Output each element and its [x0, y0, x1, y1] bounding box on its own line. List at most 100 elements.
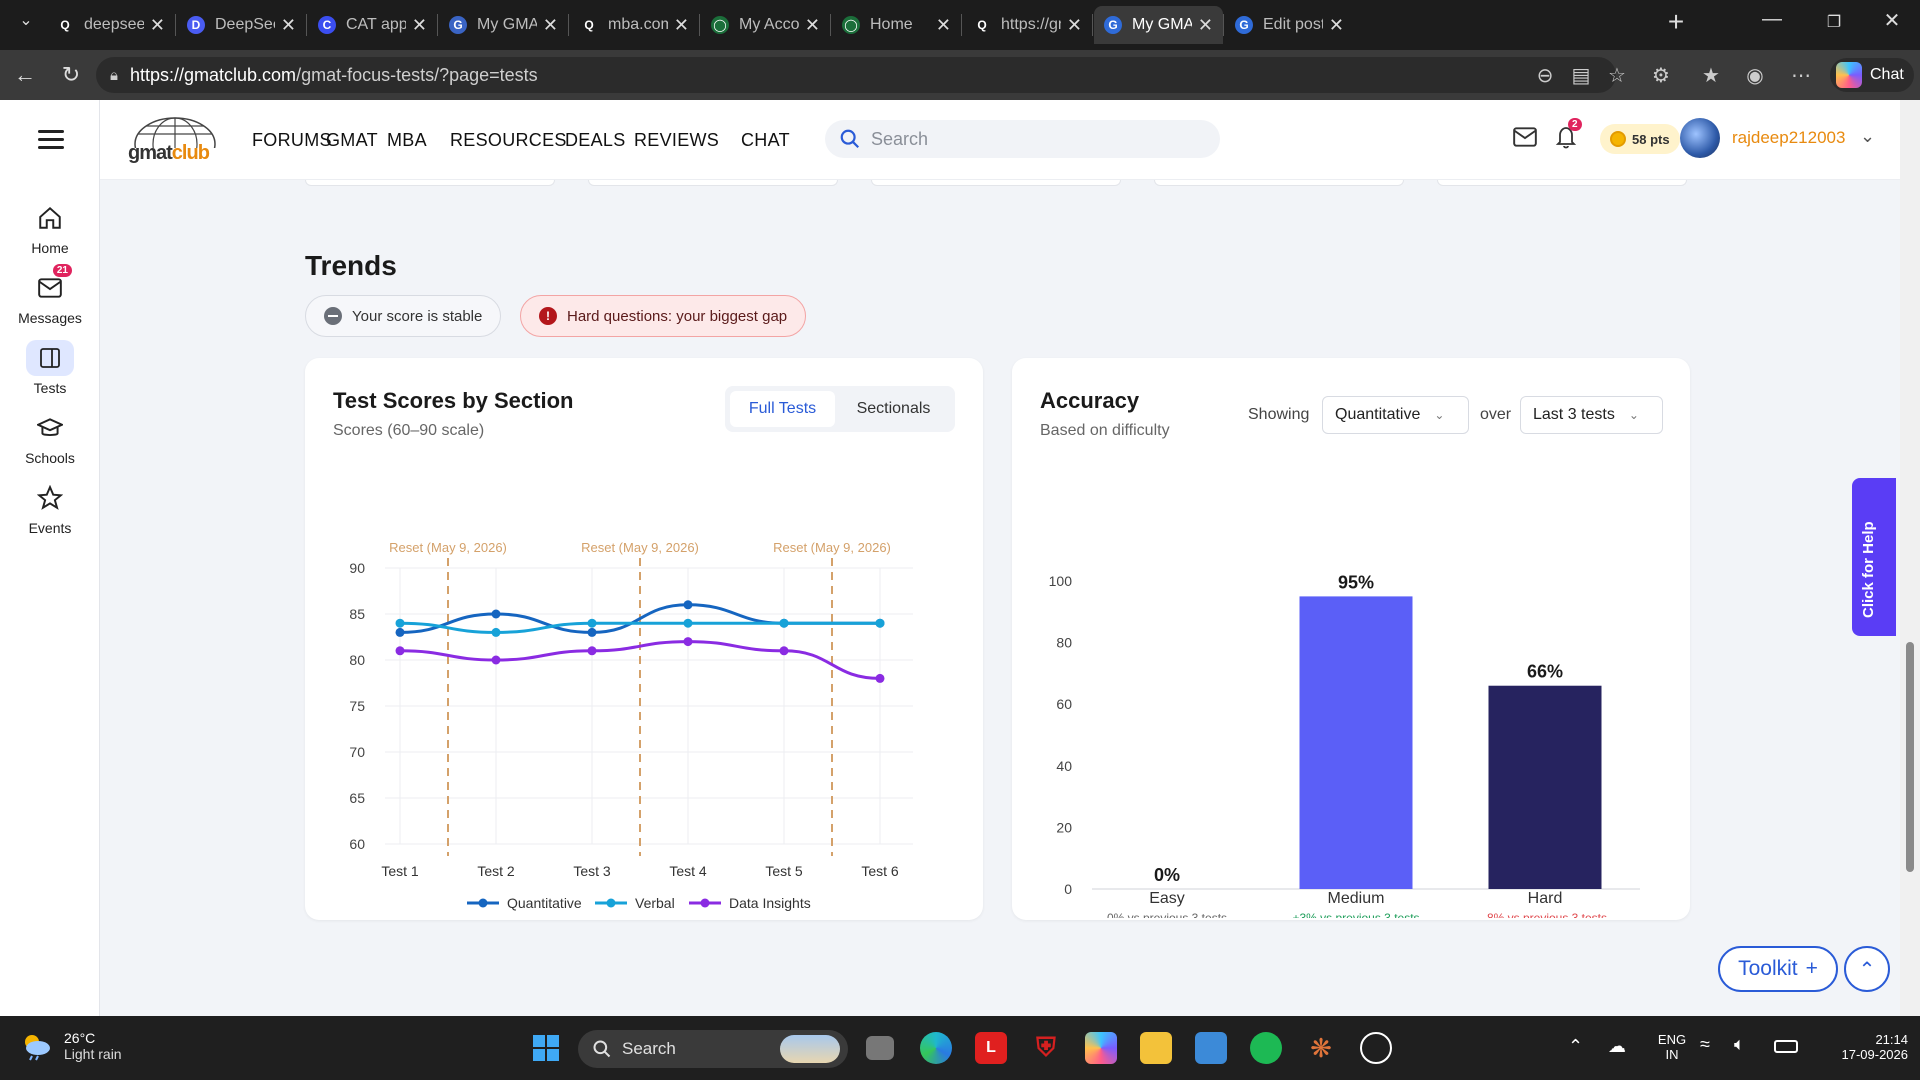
- favorites-list-icon[interactable]: ★: [1702, 65, 1720, 87]
- file-explorer-icon[interactable]: [1140, 1032, 1172, 1064]
- data-point[interactable]: [395, 646, 405, 656]
- range-dropdown[interactable]: Last 3 tests ⌄: [1520, 396, 1663, 434]
- search-input[interactable]: [871, 128, 1191, 150]
- scroll-to-top-button[interactable]: ⌃: [1844, 946, 1890, 992]
- toolkit-button[interactable]: Toolkit +: [1718, 946, 1838, 992]
- data-point[interactable]: [491, 627, 501, 637]
- spotify-icon[interactable]: [1250, 1032, 1282, 1064]
- data-point[interactable]: [395, 618, 405, 628]
- browser-tab[interactable]: D DeepSeek | Into ✕: [177, 6, 306, 44]
- url-field[interactable]: 🔒︎ https://gmatclub.com/gmat-focus-tests…: [96, 57, 1616, 93]
- more-options-icon[interactable]: ⋯: [1791, 65, 1811, 87]
- sidebar-item-schools[interactable]: Schools: [0, 410, 100, 466]
- section-dropdown[interactable]: Quantitative ⌄: [1322, 396, 1469, 434]
- data-point[interactable]: [587, 618, 597, 628]
- wifi-icon[interactable]: ≈: [1700, 1034, 1710, 1054]
- new-tab-plus-icon[interactable]: +: [1667, 6, 1685, 37]
- taskbar-search[interactable]: Search: [578, 1030, 848, 1068]
- tab-close-icon[interactable]: ✕: [411, 14, 427, 35]
- browser-tab[interactable]: G My GMAT Practice ✕: [1094, 6, 1223, 44]
- favorite-star-icon[interactable]: ☆: [1608, 65, 1626, 87]
- data-point[interactable]: [491, 609, 501, 619]
- volume-icon[interactable]: 🔈︎: [1734, 1034, 1745, 1054]
- nav-forums[interactable]: FORUMS: [252, 130, 332, 150]
- microsoft-store-icon[interactable]: [1195, 1032, 1227, 1064]
- data-point[interactable]: [779, 618, 789, 628]
- tab-close-icon[interactable]: ✕: [673, 14, 689, 35]
- data-point[interactable]: [875, 673, 885, 683]
- claude-icon[interactable]: ❋: [1310, 1032, 1332, 1063]
- zoom-out-icon[interactable]: ⊖: [1536, 65, 1554, 87]
- chatgpt-icon[interactable]: [1360, 1032, 1392, 1064]
- browser-tab[interactable]: G Edit post ✕: [1225, 6, 1354, 44]
- sidebar-item-messages[interactable]: 21 Messages: [0, 264, 100, 326]
- tab-close-icon[interactable]: ✕: [280, 14, 296, 35]
- nav-gmat[interactable]: GMAT: [326, 130, 378, 150]
- tab-close-icon[interactable]: ✕: [542, 14, 558, 35]
- biggest-gap-pill[interactable]: ! Hard questions: your biggest gap: [520, 295, 807, 337]
- data-point[interactable]: [875, 618, 885, 628]
- reading-view-icon[interactable]: ▤: [1571, 65, 1591, 87]
- click-for-help-tab[interactable]: Click for Help: [1852, 478, 1896, 636]
- inbox-icon[interactable]: [1512, 126, 1538, 153]
- battery-icon[interactable]: [1774, 1040, 1798, 1053]
- task-view-icon[interactable]: [866, 1036, 894, 1060]
- data-point[interactable]: [587, 627, 597, 637]
- copilot-app-icon[interactable]: [1085, 1032, 1117, 1064]
- site-search[interactable]: [825, 120, 1220, 158]
- nav-reviews[interactable]: REVIEWS: [634, 130, 720, 150]
- nav-chat[interactable]: CHAT: [741, 130, 790, 150]
- weather-widget[interactable]: 26°C Light rain: [20, 1030, 122, 1062]
- show-hidden-icons-chevron-icon[interactable]: ⌃: [1568, 1036, 1584, 1056]
- edge-browser-icon[interactable]: [920, 1032, 952, 1064]
- nav-mba[interactable]: MBA: [387, 130, 427, 150]
- username[interactable]: rajdeep212003: [1732, 128, 1846, 147]
- tab-close-icon[interactable]: ✕: [804, 14, 820, 35]
- legend-item[interactable]: Data Insights: [689, 895, 811, 911]
- full-tests-tab[interactable]: Full Tests: [730, 391, 835, 427]
- windows-start-icon[interactable]: [530, 1032, 562, 1064]
- tab-close-icon[interactable]: ✕: [935, 14, 951, 35]
- onedrive-cloud-icon[interactable]: ☁: [1608, 1036, 1626, 1056]
- mcafee-shield-icon[interactable]: ⛨: [1036, 1032, 1056, 1062]
- tab-list-chevron-icon[interactable]: ⌄: [19, 12, 33, 29]
- sectionals-tab[interactable]: Sectionals: [856, 400, 931, 417]
- back-arrow-icon[interactable]: ←: [14, 62, 36, 87]
- legend-item[interactable]: Quantitative: [467, 895, 582, 911]
- tab-close-icon[interactable]: ✕: [1197, 14, 1213, 35]
- gmatclub-logo[interactable]: gmatclub: [124, 114, 224, 168]
- legend-item[interactable]: Verbal: [595, 895, 675, 911]
- minimize-icon[interactable]: —: [1762, 8, 1782, 30]
- bar-hard[interactable]: [1488, 685, 1602, 889]
- reload-icon[interactable]: ↻: [61, 62, 81, 87]
- restore-window-icon[interactable]: ❐: [1826, 14, 1842, 31]
- data-point[interactable]: [395, 627, 405, 637]
- tab-close-icon[interactable]: ✕: [1066, 14, 1082, 35]
- sidebar-item-events[interactable]: Events: [0, 480, 100, 536]
- hamburger-menu-icon[interactable]: [38, 130, 64, 154]
- browser-tab[interactable]: ◯ My Account | ✕: [701, 6, 830, 44]
- score-stable-pill[interactable]: Your score is stable: [305, 295, 502, 337]
- scrollbar-thumb[interactable]: [1906, 642, 1914, 872]
- browser-tab[interactable]: Qdeepseek - Search ✕: [46, 6, 175, 44]
- close-window-icon[interactable]: ✕: [1883, 10, 1901, 32]
- bar-medium[interactable]: [1299, 596, 1413, 889]
- l-app-icon[interactable]: L: [975, 1032, 1007, 1064]
- data-point[interactable]: [779, 646, 789, 656]
- tab-close-icon[interactable]: ✕: [149, 14, 165, 35]
- data-point[interactable]: [683, 637, 693, 647]
- chevron-down-icon[interactable]: ⌄: [1860, 126, 1876, 146]
- extensions-icon[interactable]: ⚙: [1652, 65, 1670, 87]
- sidebar-item-home[interactable]: Home: [0, 200, 100, 256]
- nav-deals[interactable]: DEALS: [565, 130, 626, 150]
- points-badge[interactable]: 58 pts: [1600, 124, 1680, 154]
- data-point[interactable]: [587, 646, 597, 656]
- tab-close-icon[interactable]: ✕: [1328, 14, 1344, 35]
- avatar[interactable]: [1680, 118, 1720, 158]
- nav-resources[interactable]: RESOURCES: [450, 130, 567, 150]
- copilot-chat-button[interactable]: Chat: [1830, 58, 1914, 92]
- browser-tab[interactable]: C CAT application ✕: [308, 6, 437, 44]
- profile-icon[interactable]: ◉: [1746, 65, 1764, 87]
